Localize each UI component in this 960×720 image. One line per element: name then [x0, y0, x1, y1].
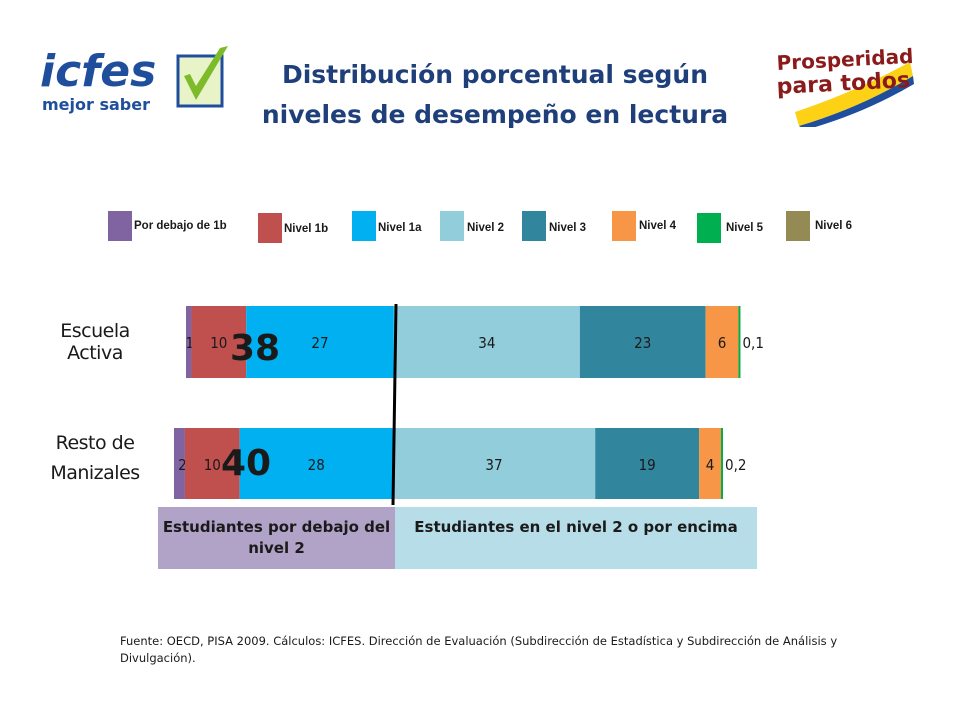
- bar-segment-1-4: [595, 428, 700, 499]
- data-label-1-5: 4: [706, 456, 715, 474]
- legend-label-2: Nivel 1a: [378, 222, 422, 234]
- data-label-1-0: 2: [178, 456, 187, 474]
- bar-segment-1-5: [699, 428, 721, 499]
- data-label-0-0: 1: [185, 334, 194, 352]
- data-label-1-1: 10: [204, 456, 221, 474]
- category-label-resto-manizales: Resto de Manizales: [50, 432, 140, 484]
- below-level2-total-0: 38: [230, 328, 280, 369]
- data-label-0-3: 34: [478, 334, 495, 352]
- legend-swatch-4: [522, 211, 546, 241]
- legend-label-5: Nivel 4: [639, 220, 677, 232]
- legend-label-3: Nivel 2: [467, 222, 505, 234]
- data-label-1-6: 0,2: [725, 456, 746, 474]
- bar-segment-1-3: [392, 428, 596, 499]
- legend-label-4: Nivel 3: [549, 222, 587, 234]
- below-level2-box: Estudiantes por debajo del nivel 2: [158, 507, 395, 569]
- data-label-1-3: 37: [485, 456, 502, 474]
- legend-swatch-1: [258, 213, 282, 243]
- icfes-logo: icfes mejor saber: [38, 42, 233, 114]
- data-label-1-4: 19: [639, 456, 656, 474]
- bar-segment-1-6: [721, 428, 723, 499]
- bar-segment-0-6: [738, 306, 741, 378]
- bar-segment-1-1: [184, 428, 240, 499]
- level2-divider-line: [391, 303, 398, 506]
- page-title: Distribución porcentual según niveles de…: [225, 55, 765, 135]
- legend-label-7: Nivel 6: [815, 220, 853, 232]
- data-label-1-2: 28: [308, 456, 325, 474]
- above-level2-box: Estudiantes en el nivel 2 o por encima: [395, 507, 757, 569]
- bar-segment-0-0: [186, 306, 192, 378]
- source-footnote: Fuente: OECD, PISA 2009. Cálculos: ICFES…: [120, 634, 838, 665]
- data-label-0-4: 23: [634, 334, 651, 352]
- check-mark-icon: [184, 46, 228, 100]
- bar-segment-0-2: [246, 306, 394, 378]
- flag-stripe-blue: [799, 76, 914, 130]
- legend-swatch-5: [612, 211, 636, 241]
- bar-segment-0-5: [705, 306, 739, 378]
- prosperidad-logo: Prosperidad para todos: [775, 42, 915, 130]
- bar-segment-0-3: [393, 306, 580, 378]
- icfes-logo-subtext: mejor saber: [42, 95, 150, 114]
- legend-swatch-7: [786, 211, 810, 241]
- category-label-escuela-activa: Escuela Activa: [60, 320, 130, 364]
- legend-swatch-3: [440, 211, 464, 241]
- title-line-2: niveles de desempeño en lectura: [261, 100, 729, 129]
- data-label-0-1: 10: [210, 334, 227, 352]
- bar-segment-1-2: [239, 428, 393, 499]
- legend-label-1: Nivel 1b: [284, 223, 329, 235]
- flag-stripe-yellow: [795, 62, 913, 126]
- above-level2-box-label: Estudiantes en el nivel 2 o por encima: [414, 518, 738, 536]
- icfes-logo-text: icfes: [40, 46, 156, 97]
- bar-segment-0-4: [579, 306, 706, 378]
- bar-segment-1-0: [174, 428, 185, 499]
- legend-swatch-6: [697, 213, 721, 243]
- data-label-0-5: 6: [718, 334, 727, 352]
- below-level2-box-label: Estudiantes por debajo del nivel 2: [162, 518, 391, 557]
- legend-label-0: Por debajo de 1b: [134, 220, 227, 232]
- data-label-0-6: 0,1: [742, 334, 763, 352]
- legend-swatch-0: [108, 211, 132, 241]
- legend-label-6: Nivel 5: [726, 222, 764, 234]
- data-label-0-2: 27: [311, 334, 328, 352]
- title-line-1: Distribución porcentual según: [281, 60, 708, 89]
- below-level2-total-1: 40: [221, 443, 271, 484]
- legend-swatch-2: [352, 211, 376, 241]
- bar-segment-0-1: [191, 306, 247, 378]
